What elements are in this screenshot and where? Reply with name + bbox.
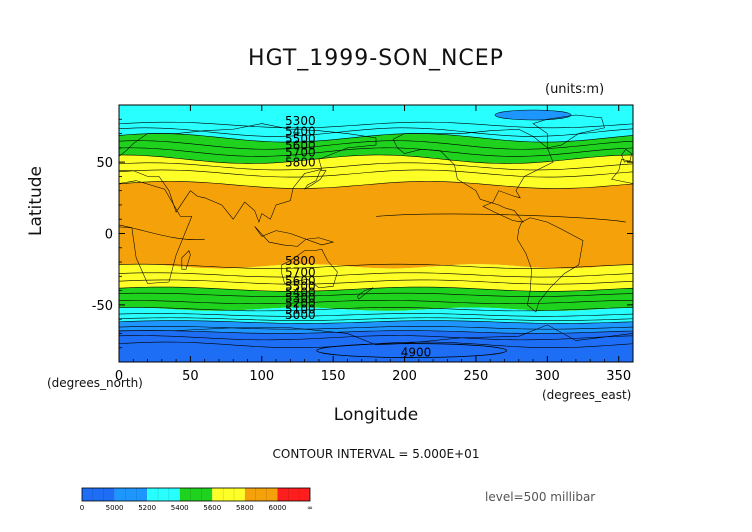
coastline-madagascar — [181, 250, 191, 270]
coastline-uk — [621, 148, 632, 163]
color-legend: 0 5000 5200 5400 5600 5800 6000 ∞ — [80, 487, 313, 512]
contour-label-south-5200: 5200 — [285, 297, 316, 311]
coastline-australia — [281, 248, 338, 289]
contour-label-south-5300: 5300 — [285, 291, 316, 305]
contour-interval-label: CONTOUR INTERVAL = 5.000E+01 — [272, 447, 480, 461]
contour-label-south-5400: 5400 — [285, 285, 316, 299]
contour-line — [119, 335, 633, 341]
legend-swatch-4 — [212, 488, 245, 501]
coastline-europe-asia — [119, 123, 377, 223]
x-axis-note: (degrees_east) — [542, 388, 632, 402]
contour-label-north-5300: 5300 — [285, 114, 316, 128]
units-label: (units:m) — [545, 82, 605, 97]
contour-line — [119, 330, 633, 334]
x-tick-label-50: 50 — [182, 369, 199, 384]
coastline-africa — [119, 180, 193, 284]
legend-label-7: ∞ — [307, 504, 313, 512]
contour-line — [119, 263, 633, 269]
x-tick-label-150: 150 — [321, 369, 346, 384]
y-axis-note: (degrees_north) — [47, 376, 143, 390]
coastline-greenland — [532, 114, 605, 149]
legend-swatch-6 — [277, 488, 310, 501]
legend-frame — [81, 487, 311, 502]
legend-swatch-2 — [147, 488, 180, 501]
contour-line — [119, 181, 633, 189]
contour-line — [119, 326, 633, 330]
contour-line — [119, 313, 633, 317]
band-below-5000 — [119, 330, 633, 362]
y-tick-label-50: 50 — [96, 156, 113, 171]
contour-label-south-5600: 5600 — [285, 274, 316, 288]
coastline-north-america — [392, 128, 554, 223]
contour-line — [119, 169, 633, 178]
contour-label-south-5700: 5700 — [285, 265, 316, 279]
contour-line — [119, 307, 633, 312]
legend-swatch-0 — [82, 488, 115, 501]
x-tick-label-250: 250 — [464, 369, 489, 384]
north-low-center — [494, 109, 572, 121]
band-5400-5600-south — [119, 287, 633, 311]
coastline-japan — [304, 170, 327, 190]
map-plot-area — [119, 105, 633, 362]
contour-line — [119, 147, 633, 157]
coastline-new-zealand — [357, 287, 374, 300]
coastline-south-america — [517, 217, 584, 313]
legend-label-1: 5000 — [106, 504, 124, 512]
legend-label-3: 5400 — [171, 504, 189, 512]
legend-label-5: 5800 — [236, 504, 254, 512]
y-tick-label-0: 0 — [105, 228, 113, 243]
contour-label-south-5100: 5100 — [285, 302, 316, 316]
x-tick-label-300: 300 — [535, 369, 560, 384]
contour-label-north-5400: 5400 — [285, 125, 316, 139]
legend-label-6: 6000 — [269, 504, 287, 512]
contour-line-5900 — [119, 213, 626, 240]
coastline-antarctica — [119, 324, 633, 362]
x-tick-label-200: 200 — [392, 369, 417, 384]
x-axis-label: Longitude — [333, 405, 419, 425]
map-title: HGT_1999-SON_NCEP — [248, 46, 504, 71]
contour-line — [119, 272, 633, 278]
contour-line — [119, 121, 633, 129]
contour-label-north-5700: 5700 — [285, 145, 316, 159]
contour-labels: 5300540055005600570058005800570056005500… — [285, 114, 431, 359]
coastline-asia-east-edge — [611, 158, 633, 184]
contour-label-minimum: 4900 — [401, 345, 432, 359]
legend-swatch-1 — [114, 488, 148, 501]
contour-label-north-5800: 5800 — [285, 155, 316, 169]
band-5800-6000 — [119, 181, 633, 269]
x-tick-label-100: 100 — [249, 369, 274, 384]
y-tick-label--50: -50 — [92, 299, 113, 314]
contour-label-south-5000: 5000 — [285, 308, 316, 322]
legend-swatch-3 — [179, 488, 213, 501]
contour-line — [119, 320, 633, 324]
contour-line — [119, 279, 633, 285]
x-tick-label-350: 350 — [606, 369, 631, 384]
contour-line — [119, 300, 633, 305]
legend-label-4: 5600 — [203, 504, 221, 512]
contour-line — [119, 317, 633, 321]
legend-label-2: 5200 — [138, 504, 156, 512]
contour-line — [119, 154, 633, 164]
contour-label-south-5800: 5800 — [285, 254, 316, 268]
band-5600-5800-south — [119, 264, 633, 292]
axis-ticks: 0 50 100 150 200 250 300 350 50 0 -50 — [92, 105, 633, 384]
x-tick-label-0: 0 — [115, 369, 123, 384]
contour-line — [119, 162, 633, 171]
legend-label-0: 0 — [80, 504, 84, 512]
level-label: level=500 millibar — [485, 490, 596, 504]
coastline-indonesia — [254, 226, 335, 247]
contour-line-4900 — [316, 343, 508, 358]
legend-swatch-5 — [244, 488, 278, 501]
contour-label-north-5600: 5600 — [285, 138, 316, 152]
contour-label-north-5500: 5500 — [285, 132, 316, 146]
contour-label-south-5500: 5500 — [285, 280, 316, 294]
contour-line — [119, 292, 633, 297]
